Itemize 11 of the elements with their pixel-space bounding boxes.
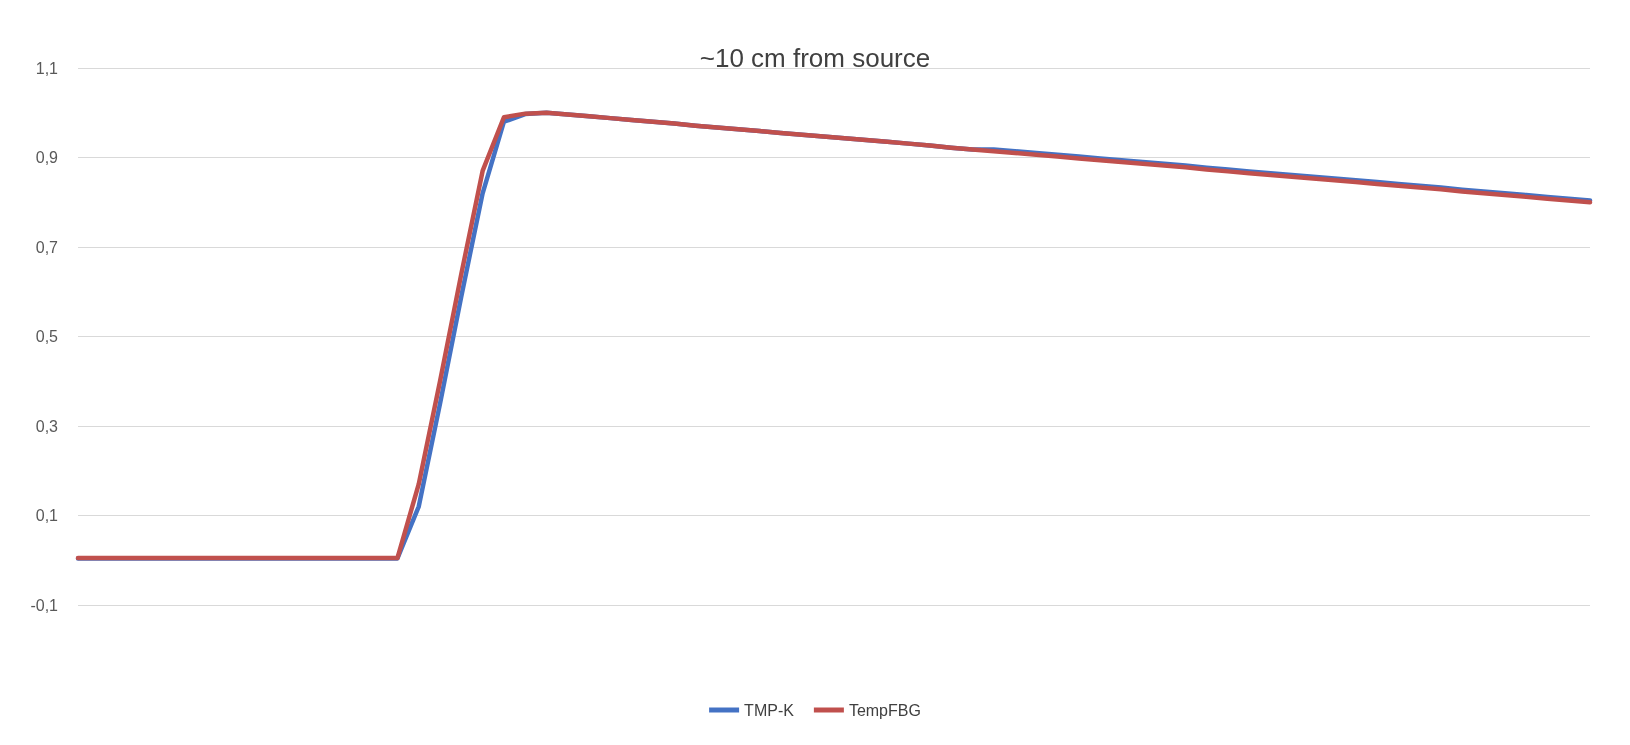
y-tick-label: 0,7: [35, 238, 59, 256]
line-series: [75, 110, 1593, 561]
chart-title: ~10 cm from source: [699, 43, 931, 73]
y-tick-label: 0,1: [35, 507, 59, 524]
y-tick-label: 0,5: [35, 328, 59, 345]
legend-label: TempFBG: [848, 701, 921, 719]
y-tick-label: 0,9: [35, 149, 59, 166]
y-tick-label: 1,1: [35, 59, 59, 77]
y-tick-label: 0,3: [35, 417, 59, 435]
legend-label: TMP-K: [744, 701, 795, 719]
y-tick-label: -0,1: [30, 596, 59, 614]
